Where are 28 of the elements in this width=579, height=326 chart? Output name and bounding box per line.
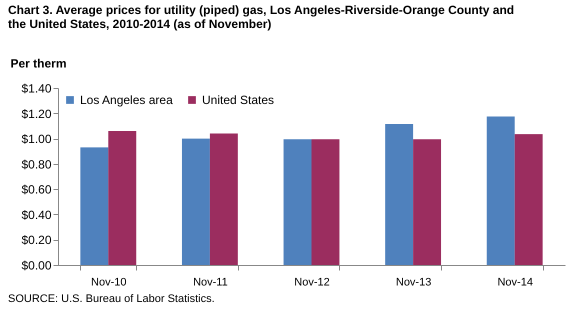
y-tick-label: $0.60 (21, 182, 52, 197)
x-tick-label: Nov-12 (294, 276, 330, 288)
y-tick-label: $0.40 (21, 208, 52, 222)
y-tick-label: $0.20 (21, 233, 52, 248)
bar (210, 134, 238, 265)
y-tick-label: $0.00 (21, 258, 52, 272)
x-tick-label: Nov-14 (497, 276, 533, 288)
bar (80, 147, 108, 265)
y-axis-title: Per therm (10, 56, 67, 70)
x-tick-label: Nov-10 (91, 276, 127, 288)
source-note: SOURCE: U.S. Bureau of Labor Statistics. (8, 293, 215, 305)
legend-label: United States (202, 93, 274, 107)
y-tick-label: $0.80 (21, 157, 52, 172)
y-tick-label: $1.40 (21, 82, 52, 96)
x-tick-label: Nov-13 (396, 276, 432, 288)
bar (312, 139, 340, 265)
legend-label: Los Angeles area (80, 93, 174, 107)
bar (385, 124, 414, 265)
bar (182, 138, 210, 265)
bar (284, 139, 312, 265)
bar (108, 130, 136, 265)
y-tick-label: $1.20 (21, 106, 52, 121)
y-tick-label: $1.00 (21, 132, 52, 146)
chart-title: Chart 3. Average prices for utility (piped) gas, Los Angeles-Riverside-Orange County and the United States, 2010-2014 (as of November) (8, 3, 514, 31)
bar (413, 139, 442, 265)
bar (514, 134, 543, 265)
bar (486, 116, 515, 265)
x-tick-label: Nov-11 (193, 276, 228, 288)
